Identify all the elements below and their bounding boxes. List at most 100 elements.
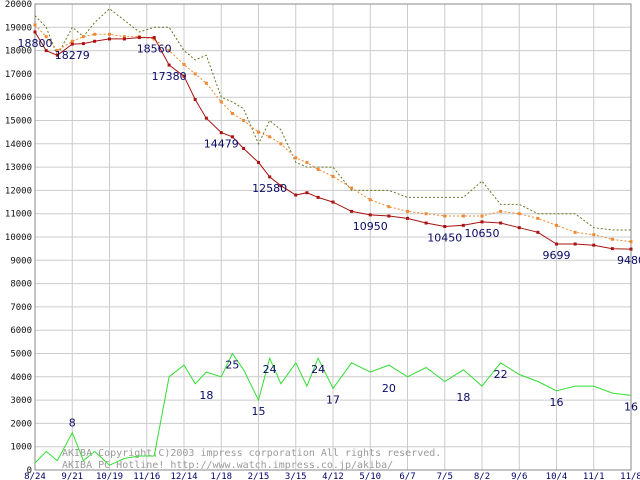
x-tick-label-13: 9/6 xyxy=(511,472,527,480)
series-avg_price-point-18 xyxy=(268,135,272,139)
series-min_price-point-35 xyxy=(555,242,558,246)
series-avg_price-point-10 xyxy=(167,49,171,53)
data-label-3: 17380 xyxy=(152,70,187,83)
data-label-15: 24 xyxy=(263,363,277,376)
x-tick-label-6: 2/15 xyxy=(248,472,270,480)
series-min_price-point-10 xyxy=(167,63,171,67)
series-min_price-point-19 xyxy=(279,184,283,188)
y-tick-label-0: 0 xyxy=(27,466,32,476)
y-tick-label-6: 6000 xyxy=(10,326,32,336)
series-avg_price-point-12 xyxy=(193,72,197,76)
x-tick-label-16: 11/8 xyxy=(620,472,640,480)
series-min_price-point-38 xyxy=(610,247,614,251)
y-tick-label-8: 8000 xyxy=(10,280,32,290)
series-min_price-point-27 xyxy=(406,216,409,220)
series-min_price-point-24 xyxy=(350,209,354,213)
data-label-14: 15 xyxy=(252,405,266,418)
series-min_price-point-11 xyxy=(182,74,186,78)
series-avg_price-point-6 xyxy=(108,32,111,36)
series-avg_price-point-25 xyxy=(368,198,372,202)
data-label-16: 24 xyxy=(311,363,325,376)
data-label-0: 18800 xyxy=(18,37,53,50)
watermark-line-1: AKIBA Copyright(C)2003 impress corporati… xyxy=(62,448,441,459)
series-min_price-point-37 xyxy=(592,243,596,247)
series-avg_price-point-29 xyxy=(443,214,447,218)
axes: 0 1000 2000 3000 4000 5000 6000 7000 8000 9000 100… xyxy=(5,0,640,480)
series-avg_price-point-1 xyxy=(44,35,48,39)
data-label-10: 9480 xyxy=(617,254,640,267)
series-avg_price-point-23 xyxy=(331,174,335,178)
series-avg_price-point-34 xyxy=(536,216,540,220)
series-avg_price-point-0 xyxy=(33,23,37,27)
x-tick-label-15: 11/1 xyxy=(583,472,605,480)
data-label-22: 16 xyxy=(624,400,638,413)
x-tick-label-7: 3/15 xyxy=(285,472,307,480)
y-tick-label-7: 7000 xyxy=(10,303,32,313)
data-label-4: 14479 xyxy=(204,138,239,151)
series-avg_price-point-26 xyxy=(387,205,391,209)
series-avg_price-point-31 xyxy=(480,214,484,218)
series-avg_price-point-16 xyxy=(242,119,246,122)
x-tick-label-5: 1/18 xyxy=(210,472,232,480)
x-tick-label-14: 10/4 xyxy=(546,472,568,480)
y-tick-label-17: 17000 xyxy=(5,70,32,80)
series-max_price-line xyxy=(34,8,631,231)
series-avg_price-point-13 xyxy=(204,81,208,85)
data-label-19: 18 xyxy=(456,391,470,404)
x-tick-label-12: 8/2 xyxy=(474,472,490,480)
y-tick-label-16: 16000 xyxy=(5,93,32,103)
series-avg_price-point-4 xyxy=(81,35,85,39)
series-avg_price-point-21 xyxy=(305,160,309,164)
series-min_price-point-9 xyxy=(152,36,156,40)
y-tick-label-11: 11000 xyxy=(5,210,32,220)
series-avg_price-point-28 xyxy=(424,212,428,216)
watermark: AKIBA Copyright(C)2003 impress corporati… xyxy=(62,448,441,471)
data-label-7: 10450 xyxy=(427,232,462,245)
series-avg_price-point-14 xyxy=(219,100,223,104)
data-label-6: 10950 xyxy=(353,220,388,233)
series-avg_price-point-33 xyxy=(517,212,521,216)
series-min_price-line xyxy=(34,31,632,250)
data-label-5: 12580 xyxy=(252,182,287,195)
series-min_price-point-18 xyxy=(268,175,272,179)
series-avg_price-point-3 xyxy=(70,39,74,43)
series-shop_count-line xyxy=(34,352,632,466)
y-tick-label-1: 1000 xyxy=(10,443,32,453)
x-tick-label-2: 10/19 xyxy=(96,472,123,480)
y-tick-label-19: 19000 xyxy=(5,23,32,33)
y-tick-label-5: 5000 xyxy=(10,350,32,360)
y-tick-label-13: 13000 xyxy=(5,163,32,173)
y-tick-label-20: 20000 xyxy=(5,0,32,10)
series-avg_price-point-36 xyxy=(573,230,577,234)
y-tick-label-9: 9000 xyxy=(10,256,32,266)
series-avg_price-point-27 xyxy=(406,209,409,213)
series-avg_price-point-7 xyxy=(122,35,126,39)
x-tick-label-9: 5/10 xyxy=(359,472,381,480)
data-label-2: 18560 xyxy=(137,43,172,56)
data-label-13: 25 xyxy=(225,359,239,372)
series-avg_price-point-20 xyxy=(294,156,298,160)
x-tick-label-1: 9/21 xyxy=(61,472,83,480)
series-avg_price-point-5 xyxy=(93,32,97,36)
series-min_price-point-34 xyxy=(536,230,540,234)
series-min_price-point-23 xyxy=(331,200,335,204)
data-label-9: 9699 xyxy=(543,249,571,262)
data-label-8: 10650 xyxy=(465,227,500,240)
series-avg_price-point-37 xyxy=(592,233,596,237)
series-avg_price-point-19 xyxy=(279,142,283,146)
series-min_price-point-36 xyxy=(573,242,577,246)
y-tick-label-18: 18000 xyxy=(5,47,32,57)
data-label-1: 18279 xyxy=(55,49,90,62)
series-avg_price-point-17 xyxy=(257,130,260,134)
series-min_price-point-14 xyxy=(219,131,223,135)
series-min_price-point-12 xyxy=(193,98,197,102)
data-label-17: 17 xyxy=(326,393,340,406)
series-min_price-point-30 xyxy=(461,223,465,227)
series-min_price-point-15 xyxy=(230,135,234,139)
series-min_price-point-8 xyxy=(137,36,141,40)
series-min_price-point-39 xyxy=(629,247,633,251)
series-avg_price-point-30 xyxy=(461,214,465,218)
series-avg_price-point-39 xyxy=(629,240,633,244)
y-tick-label-15: 15000 xyxy=(5,117,32,127)
